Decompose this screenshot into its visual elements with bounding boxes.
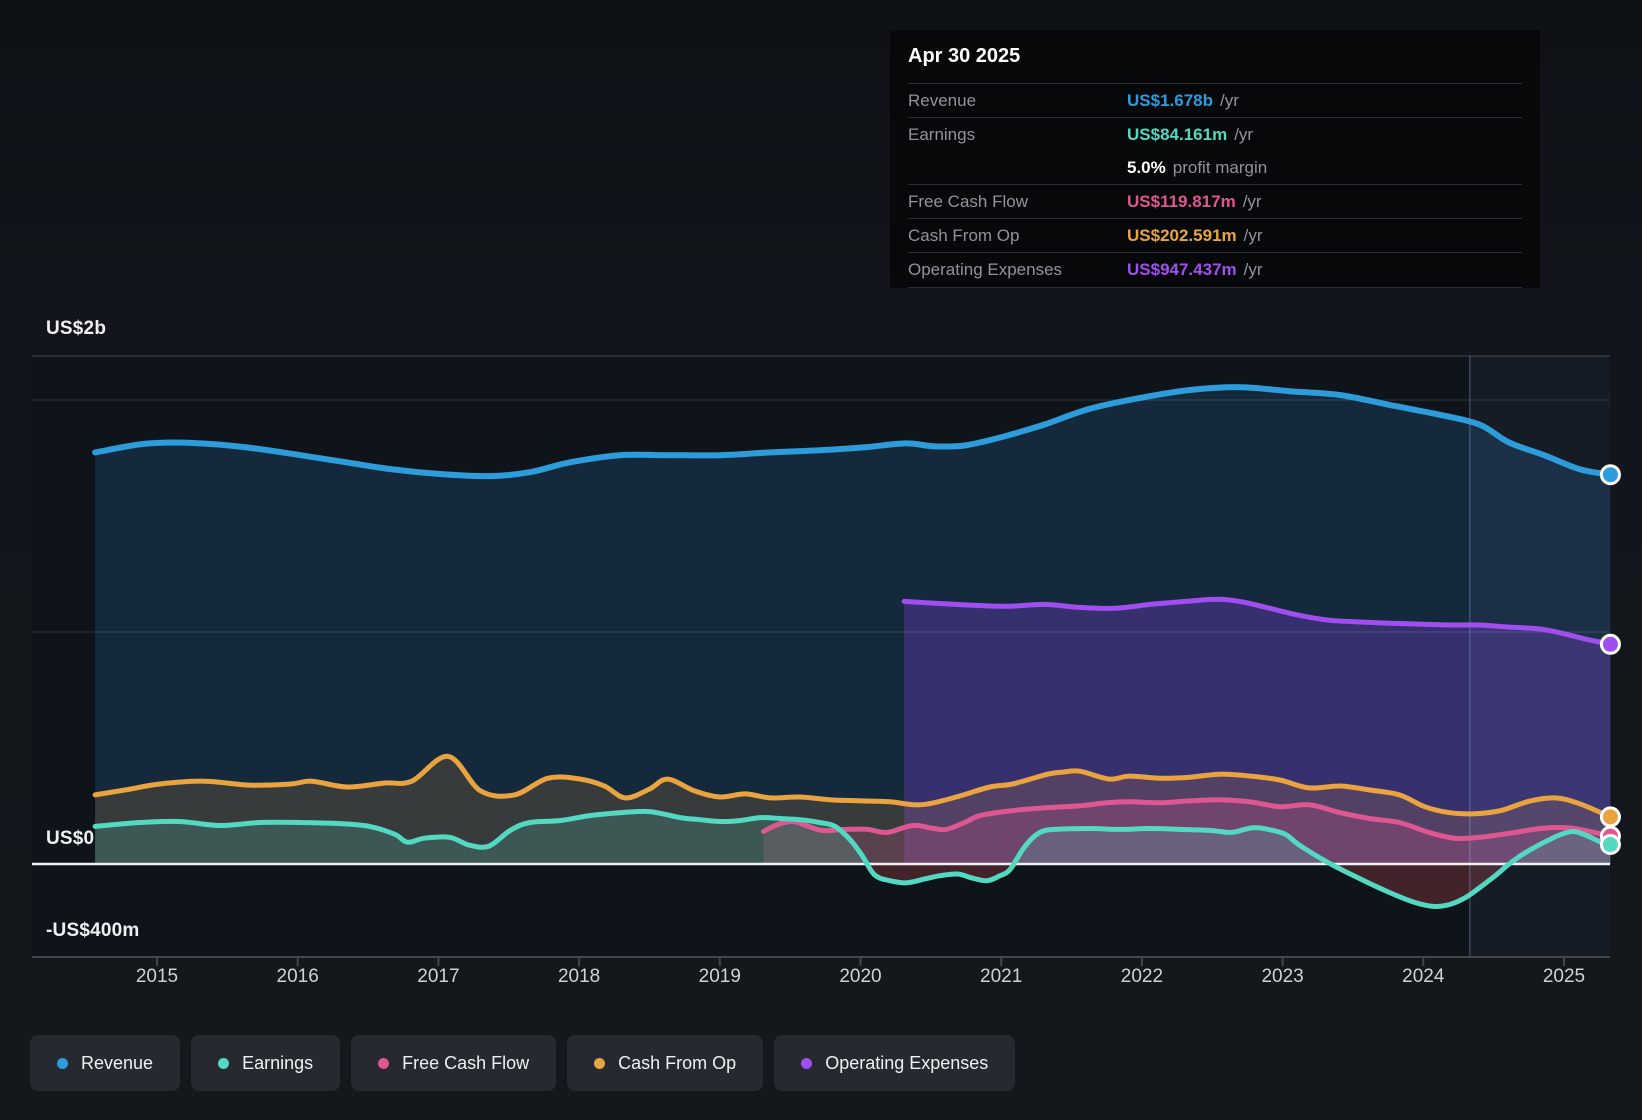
tooltip-row-value: US$947.437m bbox=[1127, 260, 1237, 280]
tooltip-row-value: US$84.161m bbox=[1127, 125, 1227, 145]
tooltip-row-suffix: /yr bbox=[1234, 125, 1253, 145]
y-axis-label-2b: US$2b bbox=[46, 318, 106, 340]
x-axis-label-2018: 2018 bbox=[558, 966, 600, 988]
x-axis-label-2017: 2017 bbox=[417, 966, 459, 988]
x-axis-label-2023: 2023 bbox=[1261, 966, 1303, 988]
legend-item-label: Earnings bbox=[242, 1053, 313, 1074]
tooltip-row-label: Free Cash Flow bbox=[908, 192, 1127, 212]
legend-item-label: Free Cash Flow bbox=[402, 1053, 529, 1074]
legend-item-operating-expenses[interactable]: Operating Expenses bbox=[774, 1035, 1015, 1091]
tooltip-row-free-cash-flow: Free Cash FlowUS$119.817m/yr bbox=[908, 184, 1522, 218]
tooltip-row-value: US$202.591m bbox=[1127, 226, 1237, 246]
x-axis-label-2020: 2020 bbox=[839, 966, 881, 988]
tooltip-row-suffix: /yr bbox=[1244, 226, 1263, 246]
tooltip-row-suffix: /yr bbox=[1243, 192, 1262, 212]
tooltip-row-cash-from-op: Cash From OpUS$202.591m/yr bbox=[908, 218, 1522, 252]
earnings-legend-dot-icon bbox=[218, 1058, 229, 1069]
chart-tooltip: Apr 30 2025 RevenueUS$1.678b/yrEarningsU… bbox=[890, 30, 1540, 288]
revenue-legend-dot-icon bbox=[57, 1058, 68, 1069]
x-axis-label-2022: 2022 bbox=[1121, 966, 1163, 988]
tooltip-row-suffix: profit margin bbox=[1173, 158, 1267, 178]
y-axis-label-zero: US$0 bbox=[46, 828, 94, 850]
legend-item-free-cash-flow[interactable]: Free Cash Flow bbox=[351, 1035, 556, 1091]
tooltip-row-value: US$119.817m bbox=[1127, 192, 1236, 212]
x-axis-label-2016: 2016 bbox=[277, 966, 319, 988]
legend-item-label: Cash From Op bbox=[618, 1053, 736, 1074]
free-cash-flow-legend-dot-icon bbox=[378, 1058, 389, 1069]
past-year-highlight-band bbox=[1470, 356, 1610, 957]
cash-from-op-legend-dot-icon bbox=[594, 1058, 605, 1069]
tooltip-row-revenue: RevenueUS$1.678b/yr bbox=[908, 83, 1522, 117]
y-axis-label-neg400m: -US$400m bbox=[46, 920, 139, 942]
earnings-endpoint-marker[interactable] bbox=[1601, 836, 1619, 854]
operating-expenses-legend-dot-icon bbox=[801, 1058, 812, 1069]
x-axis-label-2024: 2024 bbox=[1402, 966, 1444, 988]
revenue-endpoint-marker[interactable] bbox=[1601, 466, 1619, 484]
tooltip-row-value: 5.0% bbox=[1127, 158, 1166, 178]
tooltip-row-suffix: /yr bbox=[1244, 260, 1263, 280]
tooltip-row-value: US$1.678b bbox=[1127, 91, 1213, 111]
tooltip-row-profit-margin: 5.0% profit margin bbox=[908, 151, 1522, 184]
legend-item-label: Revenue bbox=[81, 1053, 153, 1074]
legend-item-revenue[interactable]: Revenue bbox=[30, 1035, 180, 1091]
legend-item-label: Operating Expenses bbox=[825, 1053, 988, 1074]
x-axis-label-2019: 2019 bbox=[699, 966, 741, 988]
tooltip-row-label: Operating Expenses bbox=[908, 260, 1127, 280]
tooltip-row-operating-expenses: Operating ExpensesUS$947.437m/yr bbox=[908, 252, 1522, 288]
chart-legend: Revenue Earnings Free Cash Flow Cash From O… bbox=[30, 1035, 1015, 1091]
tooltip-row-label: Earnings bbox=[908, 125, 1127, 145]
tooltip-row-suffix: /yr bbox=[1220, 91, 1239, 111]
x-axis-label-2021: 2021 bbox=[980, 966, 1022, 988]
legend-item-cash-from-op[interactable]: Cash From Op bbox=[567, 1035, 763, 1091]
operating-expenses-endpoint-marker[interactable] bbox=[1601, 635, 1619, 653]
cash-from-op-endpoint-marker[interactable] bbox=[1601, 808, 1619, 826]
tooltip-row-label: Cash From Op bbox=[908, 226, 1127, 246]
x-axis-label-2015: 2015 bbox=[136, 966, 178, 988]
tooltip-row-earnings: EarningsUS$84.161m/yr bbox=[908, 117, 1522, 151]
legend-item-earnings[interactable]: Earnings bbox=[191, 1035, 340, 1091]
tooltip-row-label: Revenue bbox=[908, 91, 1127, 111]
x-axis-label-2025: 2025 bbox=[1543, 966, 1585, 988]
tooltip-date-title: Apr 30 2025 bbox=[908, 30, 1522, 83]
